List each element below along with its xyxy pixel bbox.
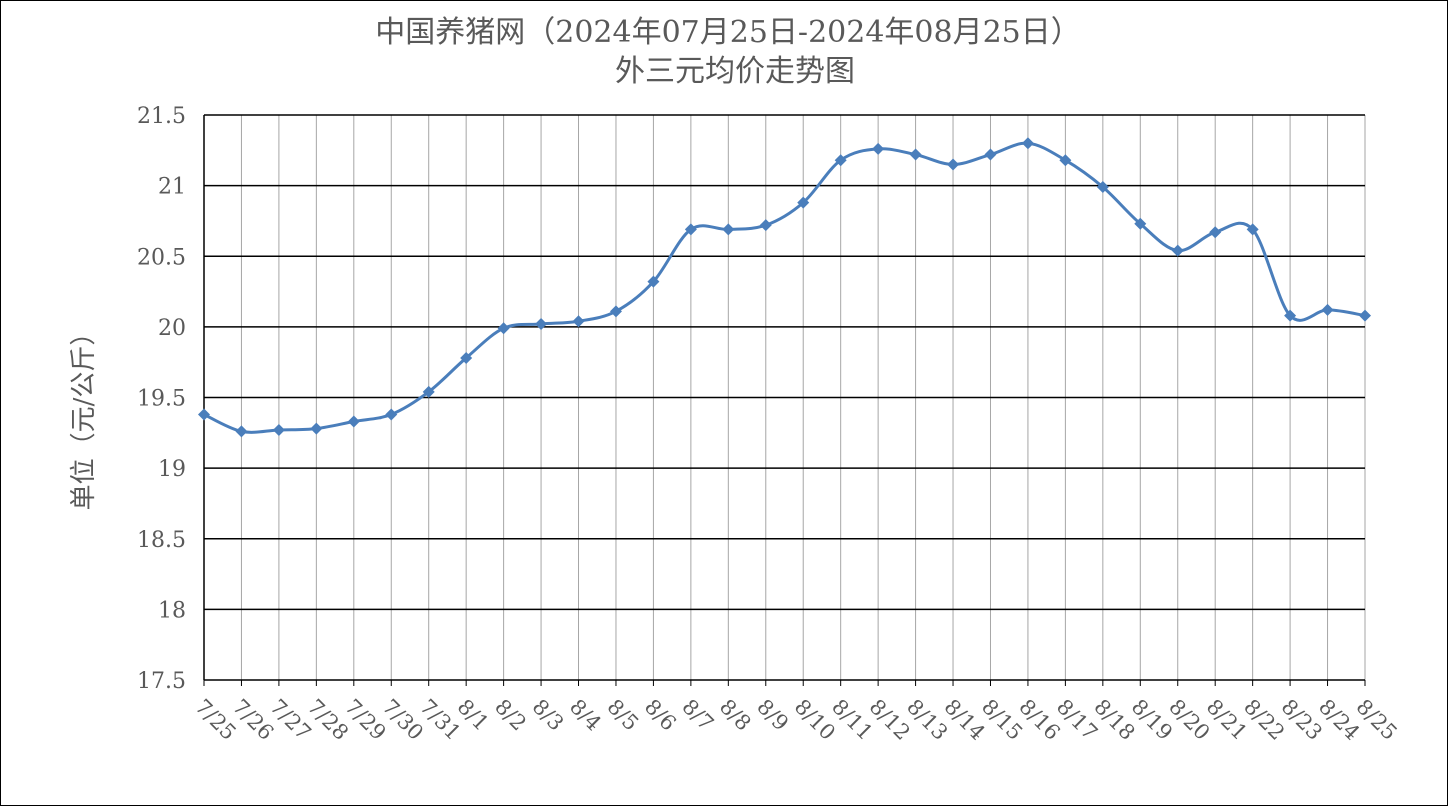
point-marker — [1209, 226, 1222, 239]
point-marker — [684, 223, 697, 236]
point-marker — [797, 196, 810, 209]
y-tick-label: 21.5 — [137, 104, 186, 129]
point-marker — [1246, 223, 1259, 236]
y-tick-label: 18 — [158, 598, 186, 623]
point-marker — [572, 315, 585, 328]
y-tick-label: 21 — [158, 175, 186, 200]
point-marker — [1321, 303, 1334, 316]
y-tick-label: 19.5 — [137, 387, 186, 412]
y-axis-label: 单位（元/公斤） — [69, 320, 99, 511]
point-marker — [235, 425, 248, 438]
point-marker — [834, 154, 847, 167]
y-tick-label: 17.5 — [137, 669, 186, 694]
point-marker — [1284, 309, 1297, 322]
y-tick-label: 20 — [158, 316, 186, 341]
y-tick-label: 20.5 — [137, 245, 186, 270]
point-marker — [347, 415, 360, 428]
point-marker — [535, 318, 548, 331]
point-marker — [872, 142, 885, 155]
point-marker — [460, 351, 473, 364]
y-tick-label: 18.5 — [137, 528, 186, 553]
point-marker — [1021, 137, 1034, 150]
point-marker — [272, 423, 285, 436]
point-marker — [422, 385, 435, 398]
point-marker — [722, 223, 735, 236]
point-marker — [385, 408, 398, 421]
chart-title: 中国养猪网（2024年07月25日-2024年08月25日） — [375, 15, 1081, 50]
point-marker — [759, 219, 772, 232]
y-tick-label: 19 — [158, 457, 186, 482]
point-marker — [1096, 181, 1109, 194]
point-marker — [909, 148, 922, 161]
point-marker — [1059, 154, 1072, 167]
point-marker — [947, 158, 960, 171]
point-marker — [497, 322, 510, 335]
point-marker — [984, 148, 997, 161]
point-marker — [1171, 244, 1184, 257]
point-marker — [310, 422, 323, 435]
point-marker — [647, 275, 660, 288]
point-marker — [198, 408, 210, 421]
chart-subtitle: 外三元均价走势图 — [615, 54, 855, 89]
point-marker — [1134, 217, 1147, 230]
point-marker — [609, 305, 622, 318]
point-marker — [1359, 309, 1371, 322]
